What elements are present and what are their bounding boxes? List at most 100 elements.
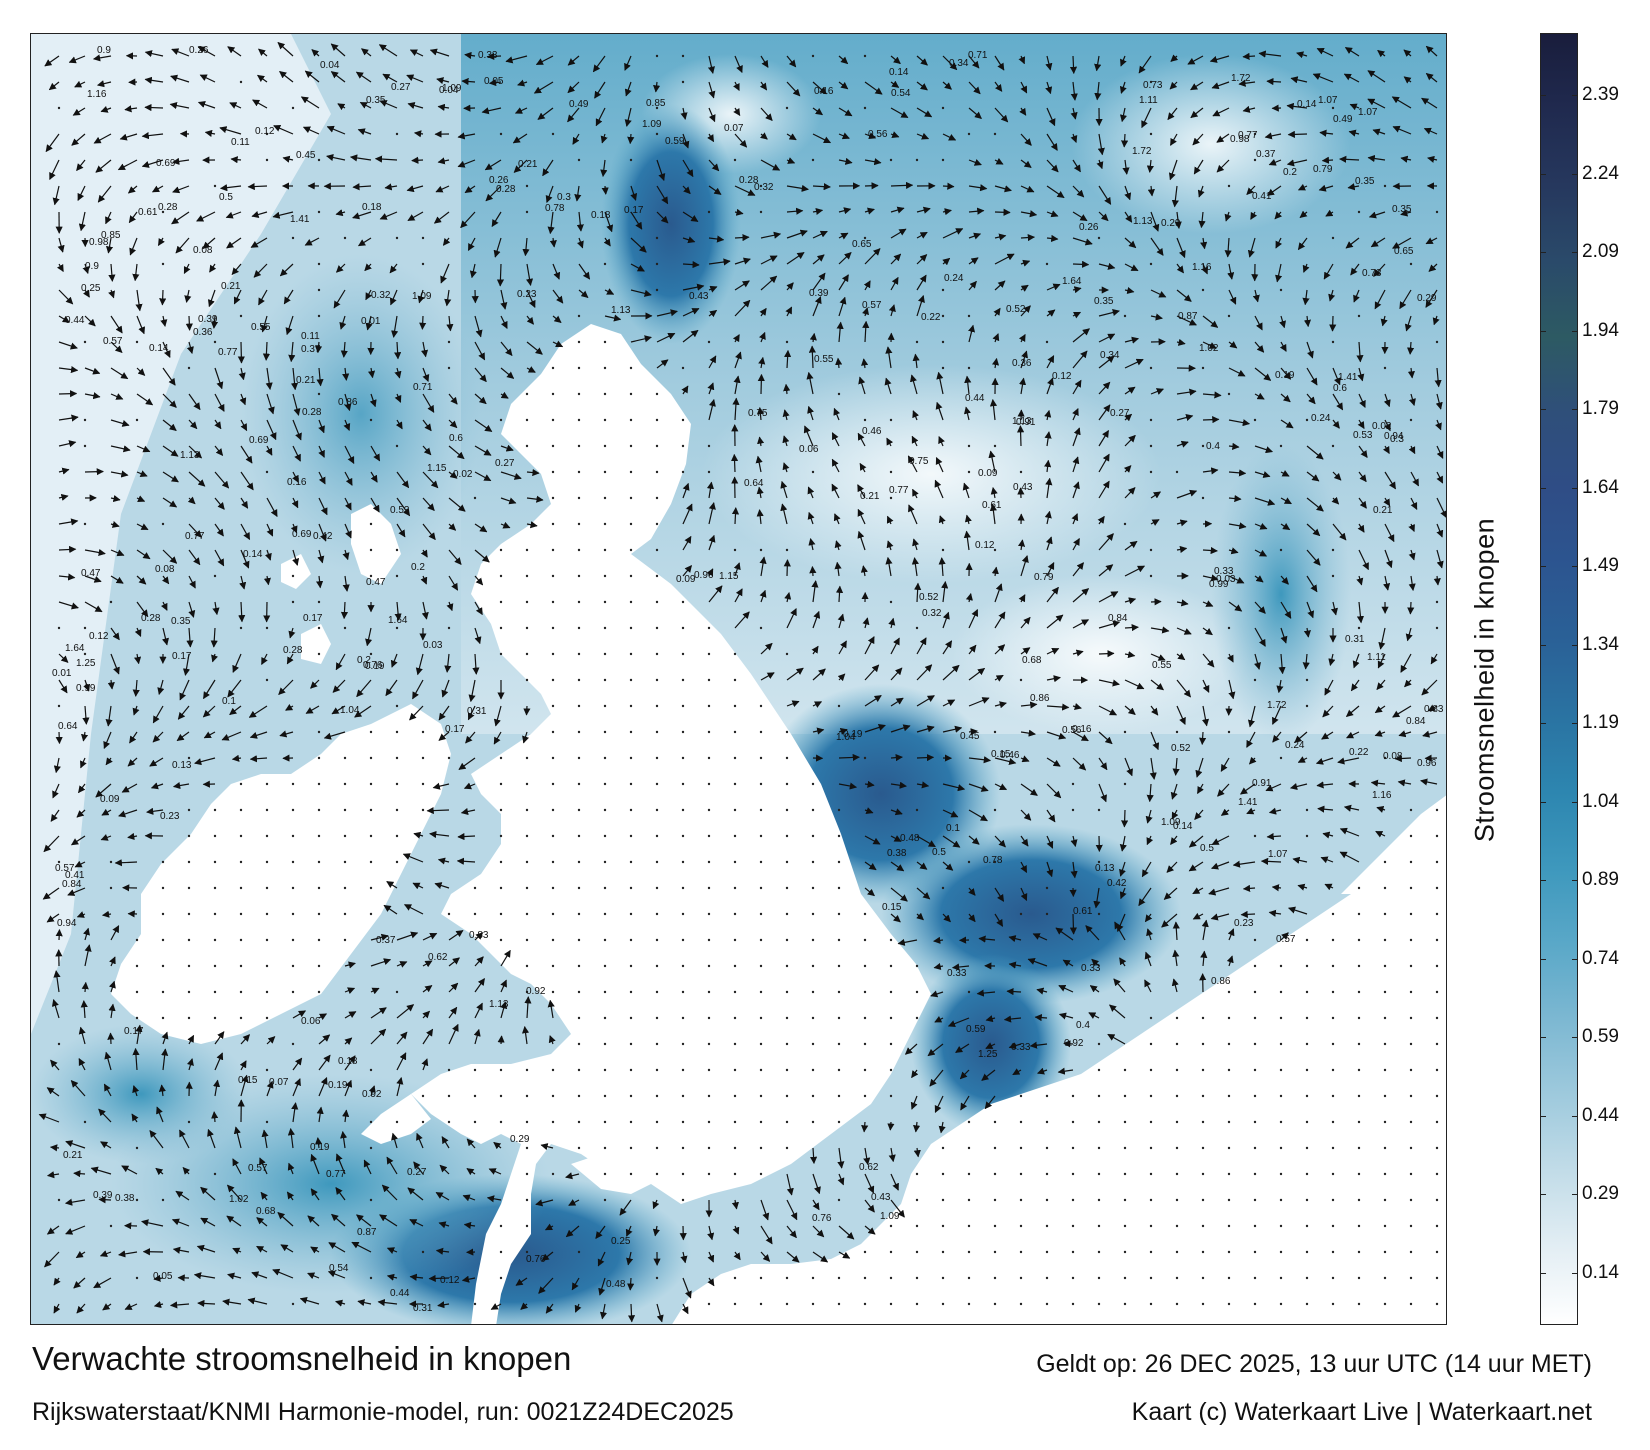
current-arrow	[500, 391, 509, 399]
grid-dot	[681, 756, 685, 760]
speed-value-label: 0.27	[407, 1167, 427, 1178]
grid-dot	[499, 834, 503, 838]
grid-dot	[811, 1016, 815, 1020]
current-arrow	[786, 81, 801, 97]
grid-dot	[993, 1250, 997, 1254]
land-ireland	[111, 704, 451, 1044]
grid-dot	[967, 1250, 971, 1254]
land-islands	[281, 554, 311, 589]
grid-dot	[759, 184, 763, 188]
current-arrow	[497, 1035, 505, 1045]
grid-dot	[629, 990, 633, 994]
grid-dot	[1097, 1146, 1101, 1150]
grid-dot	[629, 158, 633, 162]
speed-value-label: 0.06	[301, 1016, 321, 1027]
current-arrow	[991, 357, 1000, 369]
current-arrow	[992, 333, 1000, 343]
current-arrow	[230, 156, 242, 164]
current-arrow	[474, 367, 487, 383]
grid-dot	[655, 54, 659, 58]
current-arrow	[526, 341, 543, 355]
speed-value-label: 0.91	[1252, 778, 1272, 789]
grid-dot	[655, 106, 659, 110]
current-arrow	[576, 211, 584, 232]
grid-dot	[785, 1302, 789, 1306]
current-arrow	[1306, 341, 1314, 359]
current-arrow	[97, 185, 112, 203]
grid-dot	[317, 860, 321, 864]
grid-dot	[707, 1172, 711, 1176]
current-arrow	[370, 471, 378, 483]
colorbar-tick-mark	[1540, 95, 1546, 96]
current-arrow	[1098, 211, 1109, 222]
speed-value-label: 0.27	[391, 82, 411, 93]
current-arrow	[448, 419, 458, 429]
grid-dot	[1383, 1042, 1387, 1046]
current-arrow	[1098, 333, 1116, 343]
grid-dot	[551, 548, 555, 552]
current-arrow	[186, 341, 194, 354]
speed-value-label: 1.13	[489, 999, 509, 1010]
speed-value-label: 0.18	[591, 210, 611, 221]
current-arrow	[1006, 987, 1022, 996]
grid-dot	[1149, 1016, 1153, 1020]
current-arrow	[422, 445, 432, 456]
grid-dot	[551, 990, 555, 994]
current-arrow	[1168, 159, 1178, 181]
forecast-map[interactable]: 0.15 0.21 0.14 0.08 0.17 0.09 0.2 0.23 0.19 0.28 0…	[30, 33, 1447, 1325]
current-arrow	[733, 375, 741, 395]
current-arrow	[756, 406, 765, 421]
current-arrow	[708, 309, 718, 318]
grid-dot	[993, 860, 997, 864]
grid-dot	[629, 756, 633, 760]
current-arrow	[994, 55, 1005, 71]
grid-dot	[811, 912, 815, 916]
grid-dot	[1149, 366, 1153, 370]
current-arrow	[1020, 259, 1031, 267]
current-arrow	[407, 102, 424, 109]
grid-dot	[941, 1146, 945, 1150]
current-arrow	[812, 81, 827, 95]
grid-dot	[577, 756, 581, 760]
current-arrow	[1425, 289, 1438, 308]
colorbar-tick-mark	[1540, 173, 1546, 175]
grid-dot	[785, 1094, 789, 1098]
grid-dot	[629, 782, 633, 786]
current-arrow	[594, 81, 606, 99]
current-arrow	[1176, 237, 1186, 259]
current-arrows	[38, 42, 1446, 1323]
speed-value-label: 0.04	[320, 60, 340, 71]
grid-dot	[1305, 1094, 1309, 1098]
current-arrow	[1224, 237, 1232, 258]
grid-dot	[369, 808, 373, 812]
current-arrow	[522, 237, 530, 257]
colorbar-tick-mark	[1572, 1272, 1578, 1274]
current-arrow	[1202, 391, 1222, 399]
grid-dot	[57, 626, 61, 630]
grid-dot	[369, 756, 373, 760]
grid-dot	[1305, 1276, 1309, 1280]
grid-dot	[551, 366, 555, 370]
current-arrow	[1124, 287, 1135, 295]
grid-dot	[1305, 808, 1309, 812]
grid-dot	[1123, 782, 1127, 786]
grid-dot	[577, 626, 581, 630]
speed-value-label: 0.78	[983, 855, 1003, 866]
speed-value-label: 1.64	[388, 615, 408, 626]
current-arrow	[436, 77, 450, 85]
grid-dot	[785, 912, 789, 916]
grid-dot	[681, 626, 685, 630]
grid-dot	[577, 600, 581, 604]
current-arrow	[760, 132, 768, 140]
grid-dot	[603, 522, 607, 526]
grid-dot	[837, 886, 841, 890]
grid-dot	[1097, 1250, 1101, 1254]
grid-dot	[759, 782, 763, 786]
grid-dot	[655, 1276, 659, 1280]
grid-dot	[629, 366, 633, 370]
current-arrow	[277, 42, 294, 57]
current-arrow	[1072, 211, 1088, 222]
current-arrow	[514, 107, 528, 114]
grid-dot	[1019, 1172, 1023, 1176]
grid-dot	[681, 938, 685, 942]
